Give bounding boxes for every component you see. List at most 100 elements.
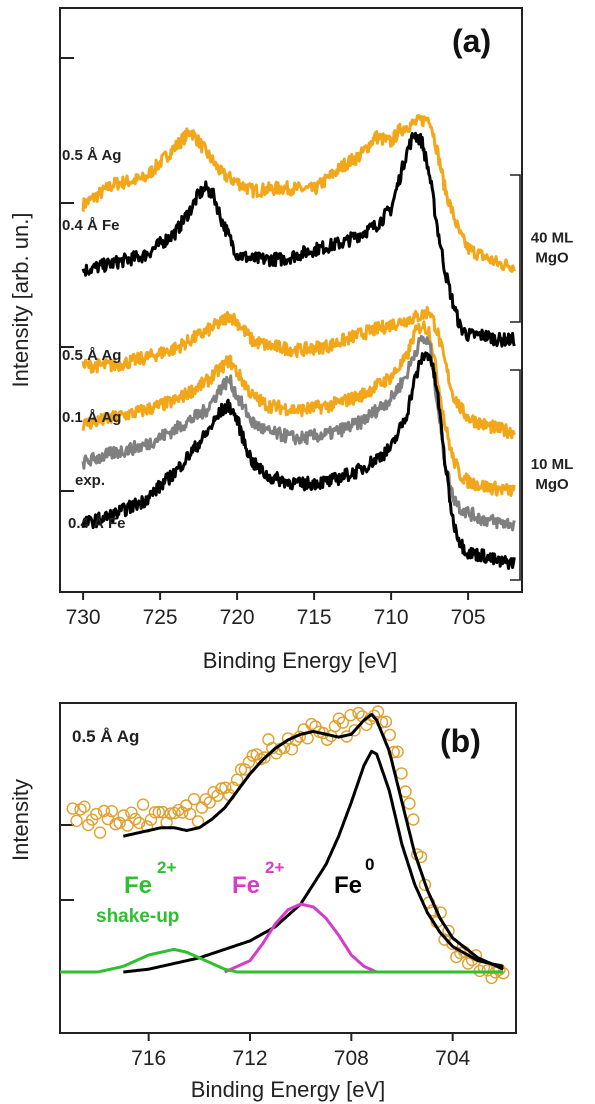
panel-a-group-brackets: 40 ML MgO 10 ML MgO [510,174,574,581]
data-point [187,793,201,806]
data-point [461,957,475,970]
data-point [348,724,361,737]
data-point [407,813,420,826]
data-point [136,798,150,811]
panel-a-curve-labels: 0.5 Å Ag 0.4 Å Fe 0.5 Å Ag 0.1 Å Ag exp. 0.4 … [62,147,126,532]
data-point [113,816,126,829]
panel-a-curves [81,113,516,570]
data-point [332,712,346,725]
data-point [207,786,220,799]
data-point [121,819,134,832]
panel-b-curves [60,705,510,985]
panel-b-y-axis-title: Intensity [8,779,33,861]
data-point [242,756,256,769]
group-label-line2: MgO [535,250,569,267]
data-point [176,806,189,819]
fit-line [60,947,504,974]
data-point [336,716,349,729]
data-point [183,807,197,821]
panel-b-x-axis-title: Binding Energy [eV] [191,1077,385,1102]
spectrum-line [81,351,516,570]
data-point [105,805,119,818]
panel-b-annotation: 0.5 Å Ag [72,727,139,746]
panel-a-label: (a) [452,23,491,59]
data-point [89,807,103,821]
series-label: 0.5 Å Ag [62,147,121,164]
data-point [148,806,162,819]
data-point [164,807,177,820]
data-point [258,751,271,764]
component-label: Fe [232,872,260,899]
x-tick-label: 712 [232,1047,267,1070]
spectrum-line [81,320,516,497]
data-point [379,715,393,728]
data-point [132,816,146,830]
fit-line [122,713,504,971]
component-superscript: 2+ [157,858,176,877]
panel-b: 716 712 708 704 (b) 0.5 Å Ag Fe 2+ shake-up Fe… [8,702,517,1102]
spectrum-line [81,305,516,440]
data-point [328,720,342,733]
data-point [371,705,385,718]
component-superscript: 0 [365,855,374,874]
spectrum-line [81,113,516,273]
group-label-line2: MgO [535,476,569,493]
panel-a-plot-area [59,7,523,593]
group-label-line1: 10 ML [531,456,574,473]
series-label: 0.4 Å Fe [68,515,126,532]
fit-line [223,902,378,974]
x-tick-label: 710 [374,606,409,629]
x-tick-label: 708 [334,1047,369,1070]
data-point [97,804,111,818]
group-label-line1: 40 ML [531,230,574,247]
data-point [481,964,494,977]
component-superscript: 2+ [265,858,284,877]
data-point [168,806,181,820]
data-point [219,781,232,794]
data-point [403,797,416,810]
panel-a-x-ticks: 730 725 720 715 710 705 [66,592,486,629]
data-point [74,803,87,816]
panel-a: 730 725 720 715 710 705 0.5 Å Ag0.4 Å Fe0.5 Å… [8,7,574,673]
panel-b-label: (b) [440,723,481,759]
panel-b-x-ticks: 716 712 708 704 [131,1033,471,1070]
x-tick-label: 730 [66,606,101,629]
component-label: Fe [334,872,362,899]
data-point [234,763,248,776]
panel-a-y-ticks [60,57,74,492]
data-point [93,826,107,839]
series-label: 0.4 Å Fe [62,217,120,234]
data-point [78,800,91,813]
data-point [352,706,365,720]
x-tick-label: 725 [143,606,178,629]
data-point [211,789,224,802]
data-point [395,767,408,780]
data-point [125,806,138,819]
data-point [70,814,83,827]
x-tick-label: 716 [131,1047,166,1070]
series-label: 0.1 Å Ag [62,409,121,426]
data-point [442,924,455,938]
data-point [129,812,142,826]
x-tick-label: 715 [297,606,332,629]
data-point [391,745,404,758]
component-label: Fe [124,872,152,899]
data-point [238,763,252,776]
panel-b-y-ticks [60,824,74,973]
spectrum-line [81,131,516,348]
x-tick-label: 720 [220,606,255,629]
panel-a-y-axis-title: Intensity [arb. un.] [8,213,33,388]
component-label-line2: shake-up [96,906,179,927]
series-label: exp. [75,472,105,489]
group-bracket [510,174,521,323]
panel-a-x-axis-title: Binding Energy [eV] [203,648,397,673]
data-point [156,805,169,819]
series-label: 0.5 Å Ag [62,347,121,364]
x-tick-label: 705 [451,606,486,629]
group-bracket [510,369,521,581]
data-point [144,813,158,826]
data-point [66,802,79,815]
data-point [152,805,166,819]
